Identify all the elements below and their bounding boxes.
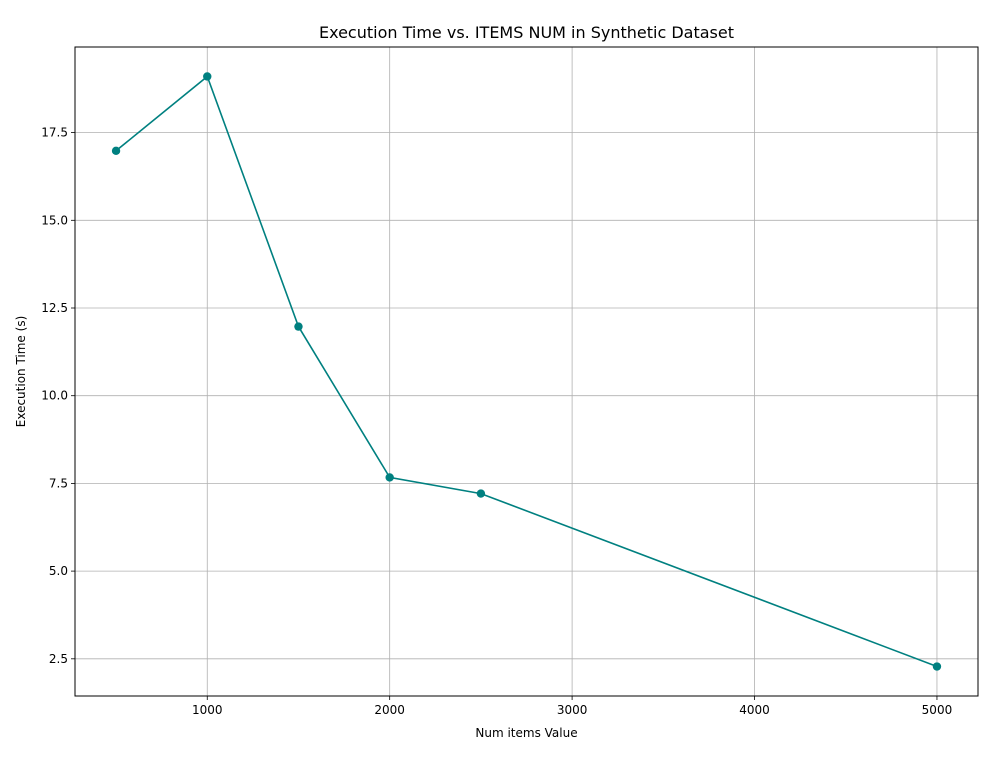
y-tick-label: 10.0 — [41, 389, 68, 403]
y-tick-label: 17.5 — [41, 126, 68, 140]
y-tick-label: 7.5 — [49, 476, 68, 490]
y-tick-label: 15.0 — [41, 213, 68, 227]
y-axis-label: Execution Time (s) — [14, 316, 28, 428]
x-tick-label: 3000 — [557, 703, 588, 717]
x-tick-label: 4000 — [739, 703, 770, 717]
axes-frame — [74, 46, 979, 697]
y-tick-label: 12.5 — [41, 301, 68, 315]
data-point — [111, 146, 121, 156]
x-axis-label: Num items Value — [475, 726, 577, 740]
y-tick-label: 2.5 — [49, 652, 68, 666]
y-tick-label: 5.0 — [49, 564, 68, 578]
data-point — [932, 662, 942, 671]
data-point — [203, 72, 212, 81]
data-point — [385, 473, 394, 482]
plot-area — [111, 72, 942, 671]
chart-title: Execution Time vs. ITEMS NUM in Syntheti… — [319, 23, 734, 42]
x-tick-label: 1000 — [192, 703, 223, 717]
data-point — [476, 489, 486, 498]
x-tick-label: 5000 — [922, 703, 953, 717]
data-point — [294, 322, 303, 331]
ticks: 1000 2000 3000 4000 5000 2.5 5.0 7.5 10.0 12.5 15.… — [41, 126, 952, 717]
grid — [75, 47, 978, 696]
series-line — [115, 75, 938, 668]
x-tick-label: 2000 — [374, 703, 405, 717]
